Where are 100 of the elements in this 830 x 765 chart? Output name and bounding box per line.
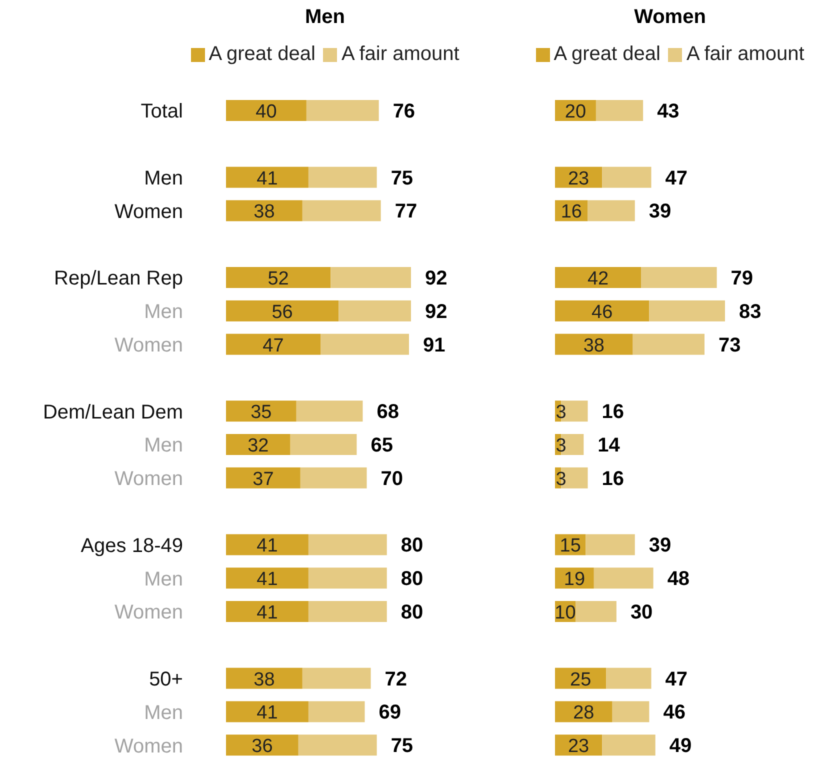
total-label: 80: [400, 602, 424, 624]
bar: [226, 601, 308, 622]
data-label: 41: [256, 168, 278, 190]
total-label: 77: [394, 200, 418, 223]
data-label: 42: [587, 268, 609, 290]
bar: [226, 334, 321, 355]
bar: [606, 668, 652, 689]
bar: [612, 701, 650, 722]
y-tick-label: Women: [114, 735, 183, 758]
data-label: 38: [583, 335, 604, 356]
chart-title: Men: [304, 6, 346, 29]
total-label: 69: [378, 702, 401, 724]
data-label: 41: [256, 569, 278, 590]
bar: [586, 534, 635, 556]
bar: [300, 467, 367, 488]
total-label: 16: [602, 468, 624, 490]
legend-label: A great deal: [208, 43, 316, 66]
bar: [226, 701, 308, 722]
bar: [226, 734, 298, 756]
total-label: 83: [739, 300, 762, 323]
total-label: 43: [657, 100, 680, 122]
data-label: 36: [252, 736, 273, 758]
y-tick-label: Women: [114, 200, 183, 223]
bar: [226, 400, 296, 422]
bar: [226, 568, 308, 589]
bar: [226, 668, 302, 689]
total-label: 47: [665, 167, 688, 190]
total-label: 75: [390, 167, 414, 190]
total-label: 70: [380, 468, 404, 490]
bar: [302, 668, 371, 689]
data-label: 10: [554, 602, 576, 624]
legend-label: A fair amount: [685, 43, 804, 66]
total-label: 48: [667, 568, 690, 590]
bar: [641, 267, 717, 288]
y-tick-label: Women: [114, 334, 183, 356]
bar: [296, 400, 363, 422]
data-label: 40: [256, 102, 277, 122]
data-label: 16: [560, 202, 582, 223]
total-label: 65: [370, 434, 393, 456]
total-label: 46: [663, 702, 686, 724]
data-label: 47: [262, 335, 284, 356]
data-label: 3: [556, 402, 566, 424]
total-label: 92: [425, 268, 448, 290]
bar: [226, 166, 308, 188]
total-label: 72: [384, 668, 408, 690]
legend-label: A great deal: [552, 43, 660, 66]
total-label: 39: [648, 200, 672, 223]
total-label: 30: [630, 602, 653, 624]
data-label: 41: [256, 536, 278, 557]
bar: [308, 568, 387, 589]
y-tick-label: 50+: [149, 668, 183, 690]
bar: [649, 300, 725, 322]
data-label: 56: [272, 302, 293, 323]
data-label: 37: [252, 468, 274, 490]
data-label: 19: [564, 569, 586, 590]
total-label: 14: [598, 434, 621, 456]
y-tick-label: Women: [114, 602, 183, 624]
bar: [226, 100, 306, 121]
total-label: 80: [400, 568, 424, 590]
bar: [594, 568, 654, 589]
data-label: 38: [254, 669, 275, 690]
bar: [306, 100, 379, 121]
bar: [320, 334, 409, 355]
bar: [596, 100, 644, 121]
data-label: 41: [256, 602, 278, 624]
total-label: 80: [400, 534, 424, 557]
data-label: 15: [560, 536, 581, 557]
bar: [226, 467, 300, 488]
legend-label: A fair amount: [340, 43, 460, 66]
bar: [602, 734, 656, 756]
y-tick-label: Men: [144, 301, 183, 324]
y-tick-label: Women: [114, 468, 183, 490]
data-label: 3: [556, 468, 566, 490]
total-label: 92: [425, 300, 448, 323]
data-label: 28: [573, 702, 594, 724]
bar: [632, 334, 705, 355]
data-label: 25: [570, 669, 592, 690]
bar: [226, 534, 308, 556]
bar: [338, 300, 411, 322]
y-tick-label: Men: [144, 168, 183, 190]
data-label: 3: [556, 436, 566, 456]
data-label: 46: [592, 302, 613, 323]
bar: [330, 267, 411, 288]
bar: [226, 200, 302, 222]
bar: [308, 166, 377, 188]
bar: [555, 334, 633, 355]
total-label: 75: [390, 735, 414, 758]
data-label: 23: [568, 736, 590, 758]
y-tick-label: Men: [144, 702, 183, 724]
y-tick-label: Rep/Lean Rep: [54, 268, 183, 290]
chart-title: Women: [633, 6, 707, 29]
total-label: 49: [669, 735, 692, 758]
total-label: 76: [392, 100, 416, 122]
total-label: 79: [730, 268, 754, 290]
bar: [308, 534, 387, 556]
bar: [226, 300, 339, 322]
data-label: 35: [250, 402, 272, 424]
bar: [308, 701, 365, 722]
y-tick-label: Men: [144, 434, 183, 457]
y-tick-label: Men: [144, 568, 183, 590]
